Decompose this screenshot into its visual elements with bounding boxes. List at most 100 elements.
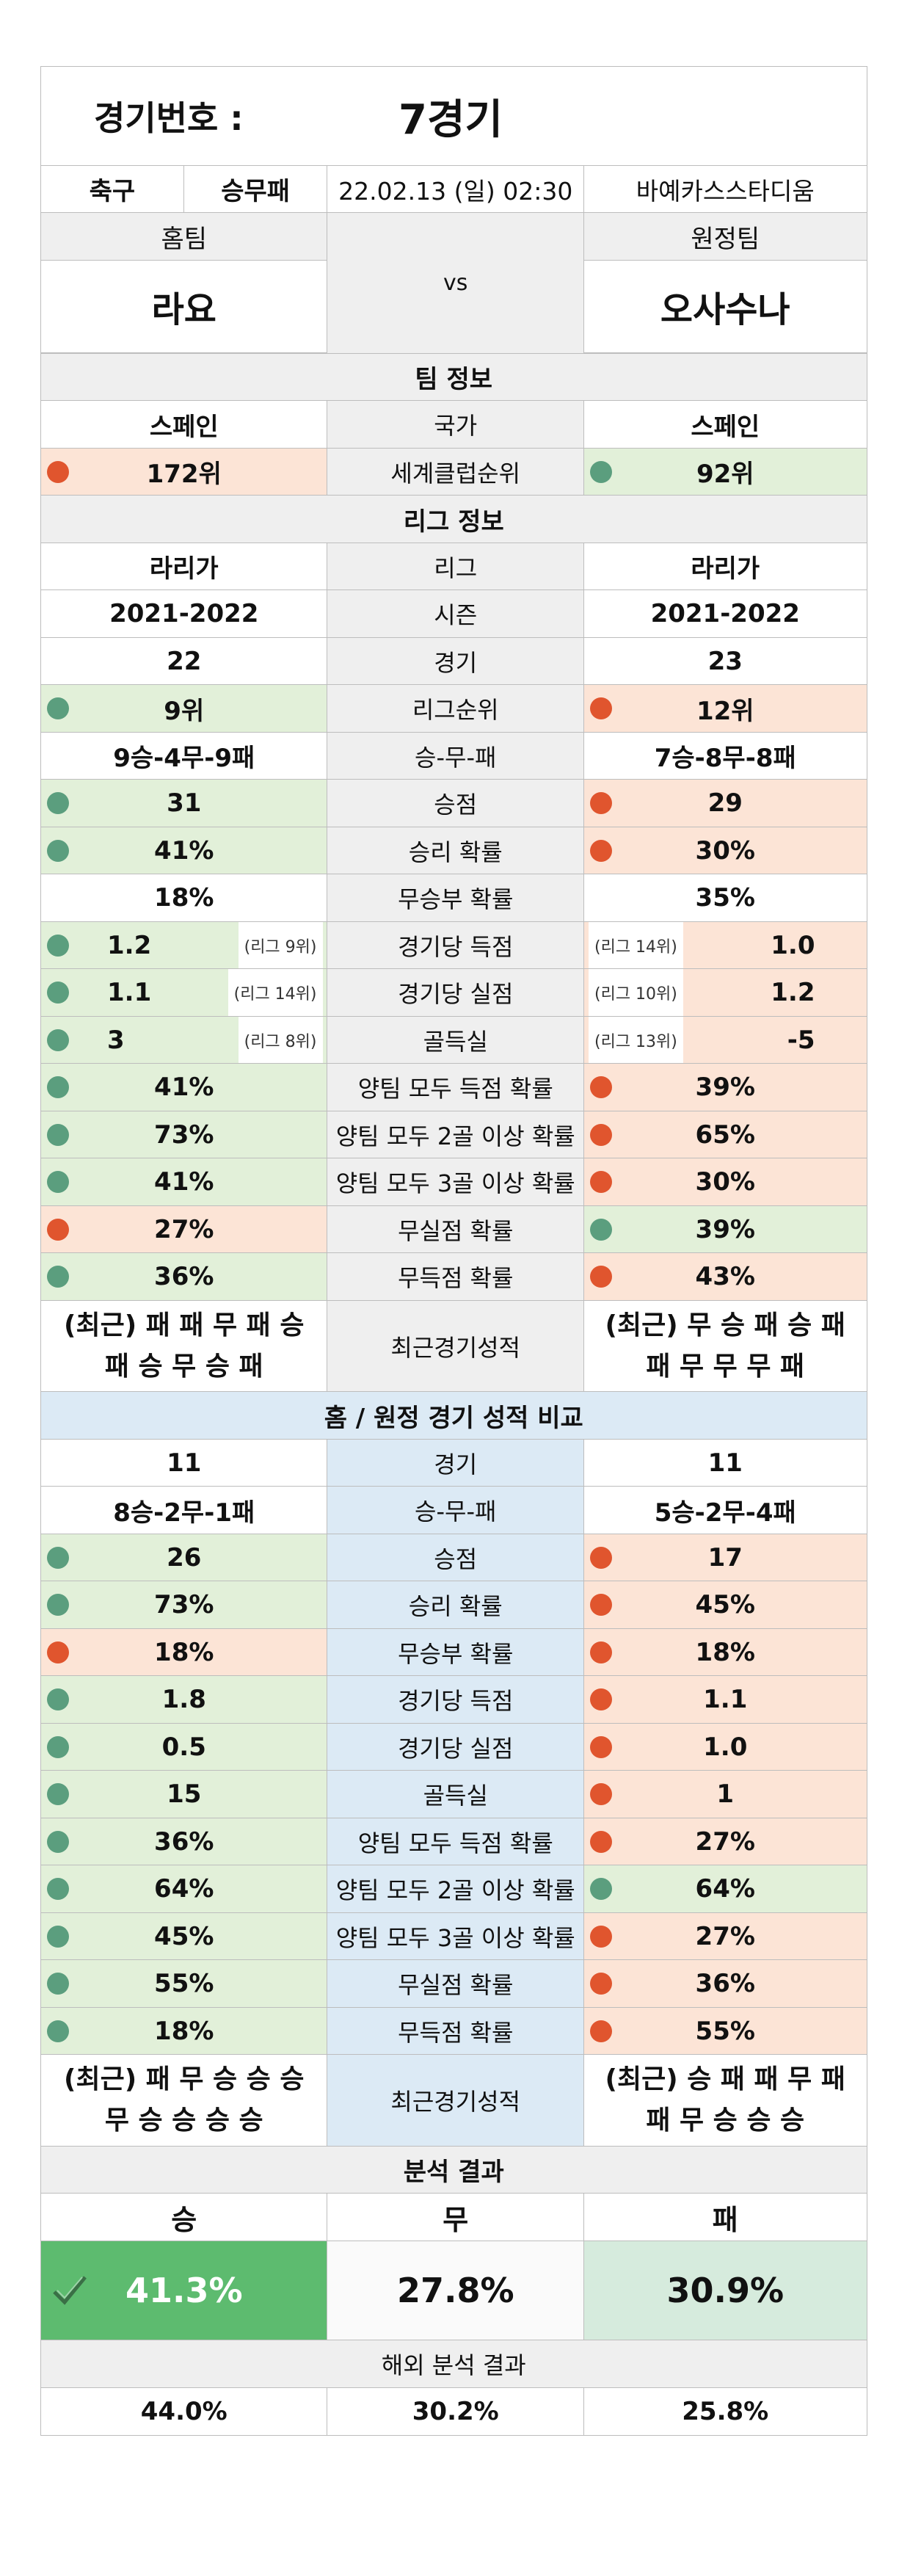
- stat-value: 45%: [695, 1590, 755, 1619]
- match-number-label: 경기번호 :: [94, 98, 244, 138]
- home-value: 64%: [40, 1865, 328, 1913]
- league-rank-note: (리그 9위): [238, 921, 323, 969]
- table-row: 41% 양팀 모두 3골 이상 확률 30%: [40, 1158, 867, 1206]
- table-row: 73% 양팀 모두 2골 이상 확률 65%: [40, 1110, 867, 1159]
- away-value: 12위: [583, 684, 867, 733]
- away-value: 35%: [583, 874, 867, 922]
- away-club-rank: 92위: [583, 447, 867, 496]
- stat-value: 27%: [154, 1214, 214, 1244]
- away-value: 7승-8무-8패: [583, 731, 867, 780]
- venue: 바예카스스타디움: [583, 164, 867, 214]
- away-value: 39%: [583, 1205, 867, 1254]
- stat-value: 1: [716, 1779, 735, 1809]
- draw-label: 무: [327, 2193, 585, 2241]
- away-country: 스페인: [583, 400, 867, 449]
- stat-value: 55%: [695, 2016, 755, 2046]
- overseas-loss: 25.8%: [583, 2387, 867, 2436]
- stat-value: 39%: [695, 1073, 755, 1102]
- away-value: 18%: [583, 1628, 867, 1677]
- home-value: (리그 8위) 3: [40, 1015, 328, 1064]
- good-indicator-dot: [47, 1594, 69, 1616]
- stat-value: 0.5: [161, 1732, 206, 1762]
- good-indicator-dot: [590, 460, 612, 483]
- row-label: 양팀 모두 2골 이상 확률: [327, 1865, 585, 1913]
- good-indicator-dot: [47, 1830, 69, 1853]
- table-row: 73% 승리 확률 45%: [40, 1581, 867, 1629]
- home-value: 라리가: [40, 542, 328, 591]
- stat-value: 1.8: [161, 1685, 206, 1714]
- bad-indicator-dot: [590, 697, 612, 719]
- loss-label: 패: [583, 2193, 867, 2241]
- home-value: 18%: [40, 2006, 328, 2056]
- overseas-win: 44.0%: [40, 2387, 328, 2436]
- table-row: 0.5 경기당 실점 1.0: [40, 1722, 867, 1771]
- away-value: 36%: [583, 1959, 867, 2008]
- good-indicator-dot: [47, 2020, 69, 2042]
- win-label: 승: [40, 2193, 328, 2241]
- home-value: 9위: [40, 684, 328, 733]
- stat-value: 12위: [696, 696, 754, 726]
- table-row: 26 승점 17: [40, 1533, 867, 1582]
- table-row: 36% 무득점 확률 43%: [40, 1252, 867, 1301]
- home-value: (리그 14위) 1.1: [40, 968, 328, 1017]
- bad-indicator-dot: [590, 1925, 612, 1948]
- draw-prob: 27.8%: [327, 2240, 585, 2341]
- home-value: 55%: [40, 1959, 328, 2008]
- stat-value: 11: [707, 1448, 743, 1478]
- stat-value: 18%: [154, 2016, 214, 2046]
- away-value: 1: [583, 1770, 867, 1818]
- stat-value: 73%: [154, 1120, 214, 1150]
- row-label: 승리 확률: [327, 1581, 585, 1629]
- bad-indicator-dot: [590, 792, 612, 814]
- loss-prob: 30.9%: [583, 2240, 867, 2341]
- row-label: 최근경기성적: [327, 2054, 585, 2147]
- stat-value: 1.1: [703, 1685, 748, 1714]
- away-value: (리그 14위) 1.0: [583, 921, 867, 970]
- table-row: 41% 승리 확률 30%: [40, 826, 867, 875]
- bad-indicator-dot: [590, 1266, 612, 1288]
- league-info-rows: 라리가 리그 라리가 2021-2022 시즌 2021-2022 22 경기 23 9위 리그순위…: [40, 542, 867, 1301]
- home-team-col: 홈팀 라요: [40, 212, 328, 353]
- home-value: 8승-2무-1패: [40, 1486, 328, 1534]
- row-label: 경기당 득점: [327, 921, 585, 970]
- stat-value: 2021-2022: [109, 599, 259, 628]
- stat-value: 36%: [154, 1826, 214, 1857]
- stat-value: 27%: [695, 1826, 755, 1857]
- info-row: 축구 승무패 22.02.13 (일) 02:30 바예카스스타디움: [40, 164, 867, 214]
- row-label: 경기: [327, 636, 585, 686]
- stat-value: 30%: [695, 835, 755, 866]
- stat-value: 18%: [695, 1637, 755, 1667]
- stat-value: 18%: [154, 883, 214, 913]
- row-label: 세계클럽순위: [327, 447, 585, 496]
- match-datetime: 22.02.13 (일) 02:30: [327, 164, 585, 214]
- stat-value: 41%: [154, 835, 214, 866]
- bad-indicator-dot: [590, 1076, 612, 1098]
- row-label: 무득점 확률: [327, 2006, 585, 2056]
- away-value: (리그 13위) -5: [583, 1015, 867, 1064]
- bad-indicator-dot: [590, 1735, 612, 1758]
- stat-value: 9위: [164, 696, 205, 726]
- row-label: 승리 확률: [327, 826, 585, 875]
- table-row: 172위 세계클럽순위 92위: [40, 447, 867, 496]
- home-value: 9승-4무-9패: [40, 731, 328, 780]
- row-label: 경기당 실점: [327, 1722, 585, 1771]
- bad-indicator-dot: [590, 1546, 612, 1569]
- stat-value: 1.0: [703, 1732, 748, 1762]
- row-label: 경기당 실점: [327, 968, 585, 1017]
- away-value: 17: [583, 1533, 867, 1582]
- table-row: 55% 무실점 확률 36%: [40, 1959, 867, 2008]
- table-row: 18% 무승부 확률 35%: [40, 874, 867, 922]
- bad-indicator-dot: [590, 1641, 612, 1663]
- home-value: 2021-2022: [40, 589, 328, 638]
- stat-value: 30%: [695, 1167, 755, 1197]
- row-label: 무실점 확률: [327, 1205, 585, 1254]
- home-team-label: 홈팀: [40, 212, 328, 261]
- table-row: 18% 무승부 확률 18%: [40, 1628, 867, 1677]
- good-indicator-dot: [47, 934, 69, 957]
- good-indicator-dot: [47, 839, 69, 862]
- bad-indicator-dot: [590, 1123, 612, 1146]
